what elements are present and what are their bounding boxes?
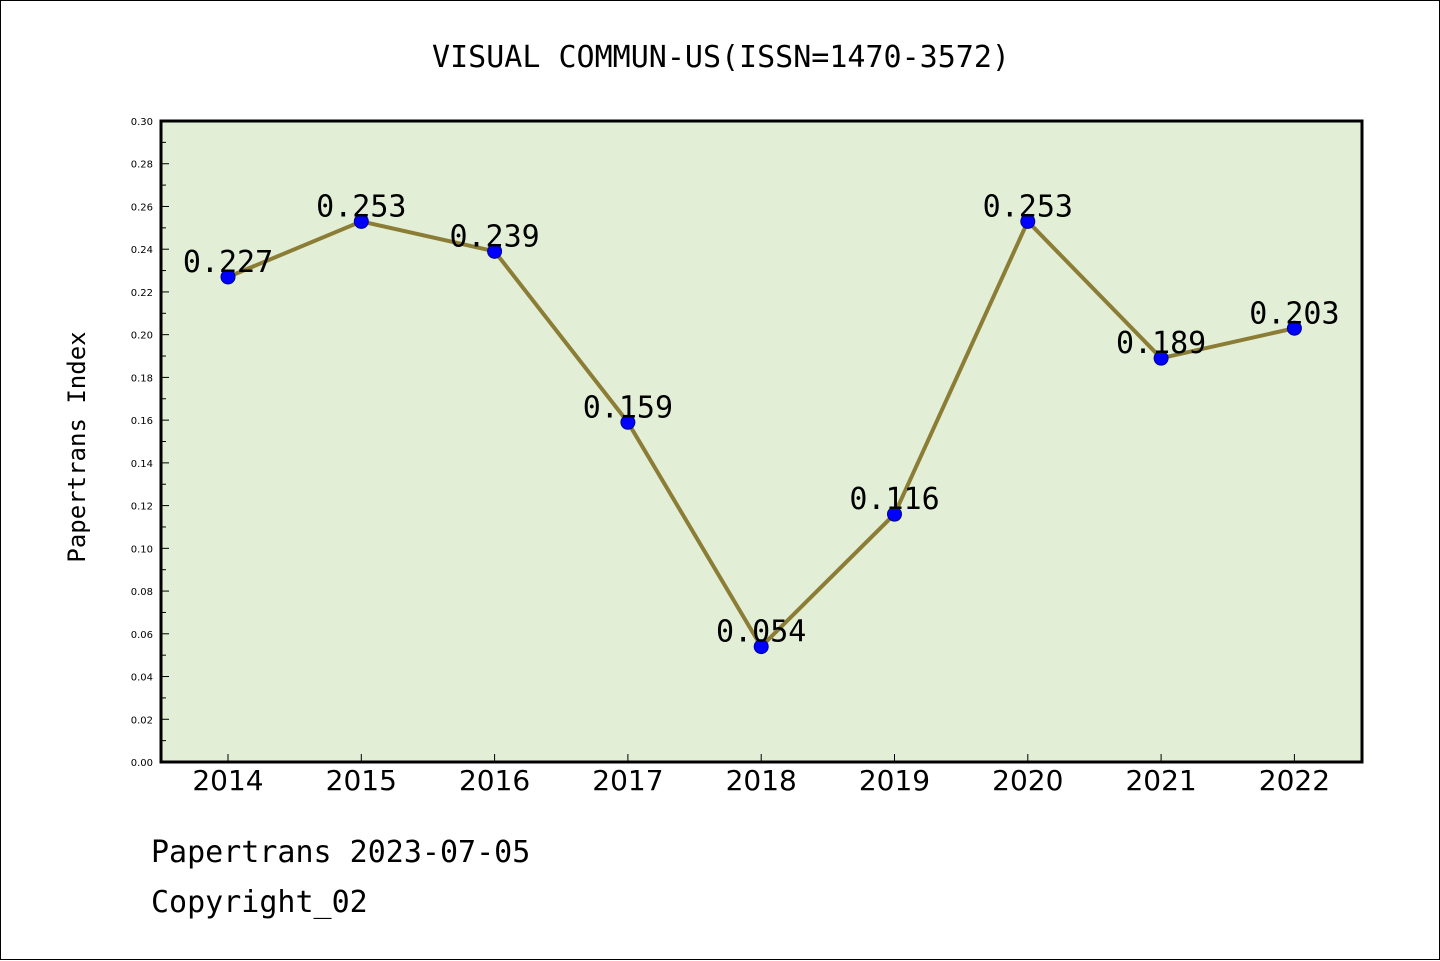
data-label: 0.253	[316, 189, 406, 224]
data-point-marker	[887, 506, 902, 522]
y-tick-label: 0.04	[131, 673, 153, 684]
data-label: 0.239	[449, 219, 539, 254]
data-label: 0.116	[849, 482, 939, 517]
data-label: 0.054	[716, 615, 806, 650]
y-tick-label: 0.24	[131, 245, 153, 256]
y-tick-label: 0.28	[131, 160, 153, 171]
data-label: 0.159	[583, 390, 673, 425]
data-point-marker	[620, 414, 636, 430]
data-label: 0.253	[983, 189, 1073, 224]
y-tick-label: 0.18	[131, 373, 153, 384]
x-tick-label: 2019	[859, 764, 930, 797]
data-labels-group: 0.227 0.253 0.239 0.159 0.054 0.116 0.253 0.189…	[183, 189, 1340, 649]
y-axis-label: Papertrans Index	[63, 331, 91, 562]
y-tick-label: 0.30	[131, 117, 153, 128]
footer-copyright: Copyright_02	[151, 885, 368, 920]
y-tick-label: 0.02	[131, 715, 153, 726]
y-tick-label: 0.16	[131, 416, 153, 427]
x-tick-label: 2021	[1125, 764, 1196, 797]
x-tick-label: 2017	[592, 764, 663, 797]
data-point-marker	[353, 213, 369, 229]
x-tick-label: 2016	[459, 764, 530, 797]
data-point-marker	[487, 243, 503, 259]
data-point-marker	[1286, 320, 1302, 336]
data-point-marker	[1020, 213, 1036, 229]
footer-date: Papertrans 2023-07-05	[151, 835, 531, 870]
y-tick-label: 0.00	[131, 758, 153, 769]
data-label: 0.203	[1249, 296, 1339, 331]
y-axis-ticks: 0.00 0.02 0.04 0.06 0.08 0.10 0.12 0.14 0.16 0.18…	[131, 117, 169, 769]
y-tick-label: 0.22	[131, 288, 153, 299]
y-tick-label: 0.10	[131, 544, 153, 555]
x-tick-label: 2022	[1259, 764, 1330, 797]
data-point-marker	[220, 269, 236, 285]
y-tick-label: 0.26	[131, 202, 153, 213]
y-tick-label: 0.12	[131, 502, 153, 513]
series-line-group	[220, 213, 1302, 655]
y-tick-label: 0.08	[131, 587, 153, 598]
x-tick-label: 2020	[992, 764, 1063, 797]
y-tick-label: 0.14	[131, 459, 153, 470]
x-tick-label: 2015	[326, 764, 397, 797]
chart-title: VISUAL COMMUN-US(ISSN=1470-3572)	[432, 40, 1010, 75]
data-point-marker	[1153, 350, 1169, 366]
x-tick-label: 2018	[726, 764, 797, 797]
data-point-marker	[753, 639, 769, 655]
data-label: 0.227	[183, 245, 273, 280]
y-tick-label: 0.20	[131, 331, 153, 342]
x-tick-label: 2014	[192, 764, 263, 797]
x-axis-ticks: 2014 2015 2016 2017 2018 2019 2020 2021 2022	[192, 754, 1330, 797]
data-label: 0.189	[1116, 326, 1206, 361]
y-tick-label: 0.06	[131, 630, 153, 641]
